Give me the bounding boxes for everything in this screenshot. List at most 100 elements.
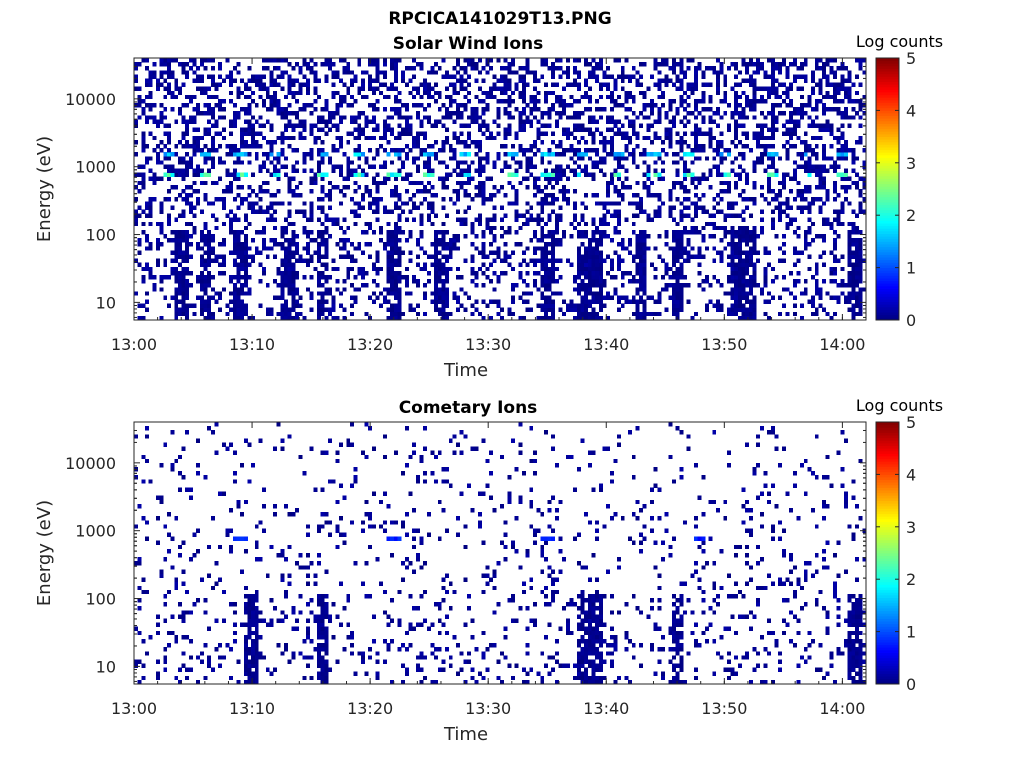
spectrogram-cell	[357, 213, 362, 218]
spectrogram-cell	[159, 225, 164, 231]
spectrogram-cell	[302, 62, 307, 67]
spectrogram-cell	[701, 131, 706, 137]
spectrogram-cell	[719, 156, 724, 161]
spectrogram-cell	[514, 152, 519, 157]
spectrogram-cell	[591, 172, 596, 178]
spectrogram-cell	[503, 90, 508, 96]
spectrogram-cell	[291, 266, 296, 272]
spectrogram-cell	[229, 180, 234, 186]
spectrogram-cell	[547, 90, 552, 96]
spectrogram-cell	[598, 254, 603, 259]
spectrogram-cell	[847, 78, 852, 83]
spectrogram-cell	[470, 160, 475, 165]
spectrogram-cell	[181, 115, 186, 120]
spectrogram-cell	[382, 74, 387, 79]
spectrogram-cell	[492, 250, 497, 255]
spectrogram-cell	[214, 86, 219, 92]
spectrogram-cell	[430, 299, 435, 304]
spectrogram-cell	[419, 234, 424, 239]
spectrogram-cell	[309, 168, 314, 173]
spectrogram-cell	[426, 217, 431, 223]
spectrogram-cell	[613, 168, 618, 173]
spectrogram-cell	[752, 86, 757, 92]
spectrogram-cell	[254, 143, 259, 149]
spectrogram-cell	[635, 234, 640, 239]
spectrogram-cell	[386, 307, 391, 313]
spectrogram-cell	[818, 295, 823, 300]
spectrogram-cell	[532, 246, 537, 251]
spectrogram-cell	[214, 103, 219, 108]
spectrogram-cell	[554, 176, 559, 182]
spectrogram-cell	[686, 152, 691, 157]
spectrogram-cell	[452, 74, 457, 79]
spectrogram-cell	[287, 262, 292, 268]
spectrogram-cell	[595, 274, 600, 280]
spectrogram-cell	[672, 283, 676, 288]
spectrogram-cell	[664, 111, 669, 116]
spectrogram-cell	[778, 94, 783, 100]
spectrogram-cell	[833, 242, 838, 247]
spectrogram-cell	[697, 127, 702, 132]
spectrogram-cell	[606, 94, 611, 100]
spectrogram-cell	[357, 115, 362, 120]
spectrogram-cell	[693, 86, 698, 92]
spectrogram-cell	[565, 176, 570, 182]
spectrogram-cell	[481, 131, 486, 137]
spectrogram-cell	[726, 123, 731, 128]
spectrogram-cell	[174, 152, 179, 157]
spectrogram-cell	[177, 229, 182, 235]
spectrogram-cell	[551, 152, 556, 157]
spectrogram-cell	[529, 213, 534, 218]
spectrogram-cell	[496, 78, 501, 83]
spectrogram-cell	[485, 62, 490, 67]
spectrogram-cell	[269, 311, 274, 317]
spectrogram-cell	[672, 258, 676, 263]
spectrogram-cell	[606, 201, 611, 206]
spectrogram-cell	[690, 201, 695, 206]
spectrogram-cell	[415, 111, 420, 116]
spectrogram-cell	[251, 201, 256, 206]
spectrogram-cell	[306, 258, 310, 263]
spectrogram-cell	[646, 103, 651, 108]
spectrogram-cell	[159, 115, 164, 120]
spectrogram-cell	[459, 82, 464, 87]
spectrogram-cell	[664, 262, 669, 268]
spectrogram-cell	[580, 299, 585, 304]
spectrogram-cell	[415, 103, 420, 108]
spectrogram-cell	[503, 82, 508, 87]
spectrogram-cell	[855, 283, 859, 288]
spectrogram-cell	[653, 135, 658, 141]
spectrogram-cell	[273, 164, 278, 169]
spectrogram-cell	[554, 82, 559, 87]
spectrogram-cell	[196, 86, 201, 92]
spectrogram-cell	[320, 119, 325, 124]
spectrogram-cell	[203, 315, 208, 321]
spectrogram-cell	[258, 197, 263, 202]
spectrogram-cell	[412, 66, 417, 71]
spectrogram-cell	[844, 66, 848, 71]
spectrogram-cell	[181, 70, 186, 75]
spectrogram-cell	[349, 78, 354, 83]
spectrogram-cell	[144, 160, 149, 165]
spectrogram-cell	[320, 160, 325, 165]
spectrogram-cell	[642, 148, 647, 153]
spectrogram-cell	[836, 156, 841, 161]
spectrogram-cell	[723, 213, 728, 218]
spectrogram-cell	[767, 184, 772, 190]
spectrogram-cell	[510, 58, 515, 63]
spectrogram-cell	[144, 234, 149, 239]
spectrogram-cell	[734, 107, 739, 112]
spectrogram-cell	[415, 283, 420, 288]
spectrogram-cell	[503, 127, 508, 132]
spectrogram-cell	[672, 234, 676, 239]
spectrogram-cell	[789, 189, 794, 194]
spectrogram-cell	[232, 197, 237, 202]
spectrogram-cell	[210, 58, 215, 63]
spectrogram-cell	[818, 66, 823, 71]
spectrogram-cell	[269, 193, 274, 198]
spectrogram-cell	[635, 291, 640, 296]
spectrogram-cell	[576, 283, 581, 288]
spectrogram-cell	[573, 274, 578, 280]
spectrogram-cell	[390, 254, 395, 259]
spectrogram-cell	[767, 58, 772, 63]
